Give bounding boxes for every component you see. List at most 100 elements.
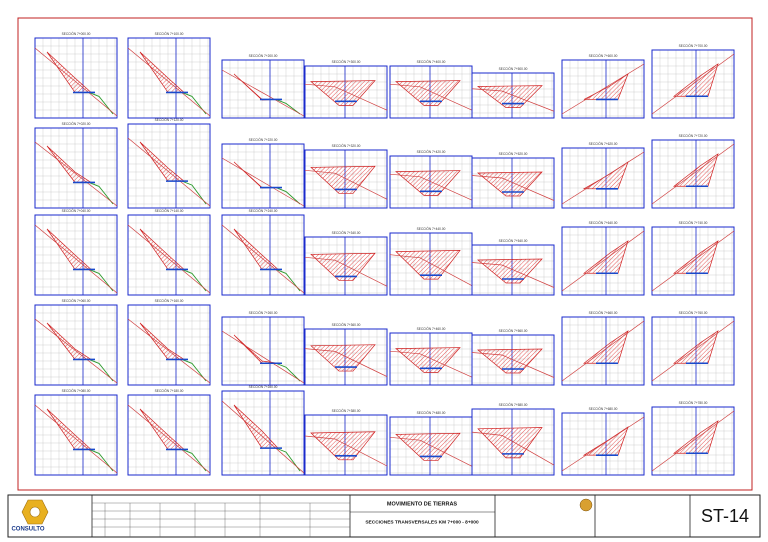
cross-section xyxy=(221,214,305,296)
cross-section xyxy=(304,236,388,296)
section-frame xyxy=(561,147,645,209)
section-frame xyxy=(561,226,645,296)
section-frame xyxy=(127,37,211,119)
cross-section xyxy=(389,155,473,209)
section-frame xyxy=(651,139,735,209)
fill-line xyxy=(275,187,301,205)
section-frame xyxy=(34,37,118,119)
cross-section xyxy=(651,406,735,476)
cut-area xyxy=(477,258,543,284)
ground-line xyxy=(34,404,118,474)
section-frame xyxy=(471,334,555,386)
fill-line xyxy=(275,99,301,115)
fill-line xyxy=(181,180,207,205)
section-frame xyxy=(561,316,645,386)
ground-line xyxy=(221,400,305,474)
cross-section xyxy=(221,316,305,386)
section-title: SECCIÓN 7+440.00 xyxy=(417,226,446,231)
section-title: SECCIÓN 7+000.00 xyxy=(62,31,91,36)
ground-line xyxy=(389,173,473,201)
ground-line xyxy=(127,137,211,207)
ground-line xyxy=(389,83,473,111)
ground-line xyxy=(389,254,473,287)
section-frame xyxy=(221,390,305,476)
section-frame xyxy=(34,127,118,209)
fill-line xyxy=(181,358,207,382)
section-frame xyxy=(471,408,555,476)
cross-section xyxy=(304,414,388,476)
cross-section xyxy=(471,408,555,476)
section-title: SECCIÓN 7+200.00 xyxy=(249,53,278,58)
cross-section xyxy=(651,139,735,209)
section-title: SECCIÓN 7+740.00 xyxy=(679,220,708,225)
ground-line xyxy=(651,410,735,472)
section-title: SECCIÓN 7+700.00 xyxy=(679,43,708,48)
section-title: SECCIÓN 7+080.00 xyxy=(62,388,91,393)
cut-area xyxy=(477,427,543,459)
section-frame xyxy=(34,304,118,386)
section-title: SECCIÓN 7+580.00 xyxy=(499,402,528,407)
section-frame xyxy=(651,226,735,296)
section-title: SECCIÓN 7+120.00 xyxy=(155,117,184,122)
section-title: SECCIÓN 7+600.00 xyxy=(589,53,618,58)
fill-line xyxy=(88,268,114,292)
fill-line xyxy=(275,268,301,292)
cross-section xyxy=(561,147,645,209)
cross-section xyxy=(389,65,473,119)
section-frame xyxy=(471,157,555,209)
section-frame xyxy=(127,394,211,476)
company-name: CONSULTO xyxy=(11,527,44,533)
cross-section xyxy=(221,390,305,476)
ground-line xyxy=(34,47,118,117)
cross-section xyxy=(127,394,211,476)
section-title: SECCIÓN 7+520.00 xyxy=(499,151,528,156)
section-title: SECCIÓN 7+660.00 xyxy=(589,310,618,315)
section-title: SECCIÓN 7+220.00 xyxy=(249,137,278,142)
section-title: SECCIÓN 7+160.00 xyxy=(155,298,184,303)
section-title: SECCIÓN 7+140.00 xyxy=(155,208,184,213)
ground-line xyxy=(34,141,118,207)
cut-area xyxy=(310,252,376,281)
section-frame xyxy=(34,394,118,476)
section-title: SECCIÓN 7+560.00 xyxy=(499,328,528,333)
ground-line xyxy=(127,224,211,294)
section-frame xyxy=(34,214,118,296)
logo-shape xyxy=(29,506,41,518)
cut-area xyxy=(476,85,543,108)
title-block: CONSULTO MOVIMIENTO DE TIERRAS SECCIONES… xyxy=(7,494,761,538)
fill-line xyxy=(275,447,301,472)
section-title: SECCIÓN 7+380.00 xyxy=(332,408,361,413)
ground-line xyxy=(304,83,388,111)
fill-line xyxy=(181,91,207,115)
cross-section xyxy=(651,316,735,386)
ground-line xyxy=(651,53,735,115)
ground-line xyxy=(389,436,473,467)
cross-section xyxy=(304,328,388,386)
ground-line xyxy=(221,157,305,207)
section-frame xyxy=(561,412,645,476)
revision-table xyxy=(92,495,350,537)
cut-area xyxy=(395,249,461,280)
section-title: SECCIÓN 7+180.00 xyxy=(155,388,184,393)
cross-section xyxy=(34,214,118,296)
ground-line xyxy=(34,318,118,384)
drawing-title: SECCIONES TRANSVERSALES KM 7+000 - 8+000 xyxy=(365,519,479,525)
section-title: SECCIÓN 7+320.00 xyxy=(332,143,361,148)
section-frame xyxy=(471,72,555,119)
section-frame xyxy=(304,414,388,476)
cross-section xyxy=(561,412,645,476)
cut-area xyxy=(477,348,543,374)
ground-line xyxy=(561,151,645,205)
ground-line xyxy=(304,256,388,287)
section-title: SECCIÓN 7+760.00 xyxy=(679,310,708,315)
ground-line xyxy=(304,169,388,200)
section-title: SECCIÓN 7+680.00 xyxy=(589,406,618,411)
cross-section xyxy=(471,157,555,209)
section-title: SECCIÓN 7+480.00 xyxy=(417,410,446,415)
fill-line xyxy=(181,448,207,472)
section-title: SECCIÓN 7+640.00 xyxy=(589,220,618,225)
title-block-frame xyxy=(7,494,761,538)
cross-section xyxy=(389,232,473,296)
cut-area xyxy=(395,170,461,196)
cross-section xyxy=(34,394,118,476)
